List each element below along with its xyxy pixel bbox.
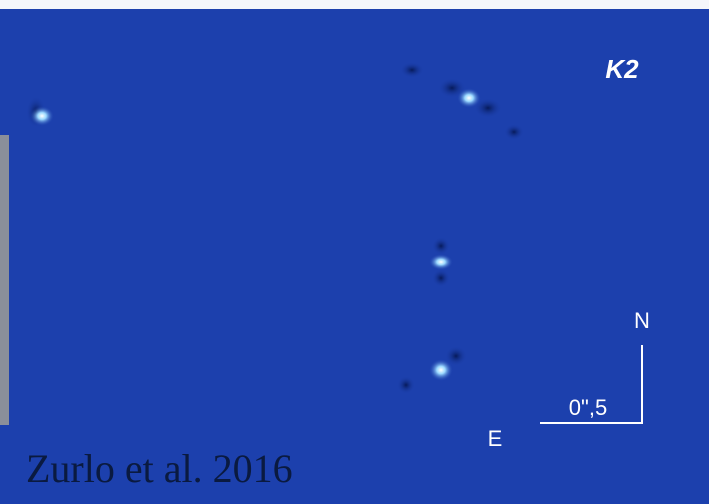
residual bbox=[432, 237, 450, 255]
residual bbox=[397, 376, 415, 394]
residual bbox=[400, 62, 424, 78]
planet-blob bbox=[30, 106, 54, 126]
top-border bbox=[0, 0, 709, 9]
scale-bar-label: 0",5 bbox=[569, 395, 607, 420]
east-label: E bbox=[488, 426, 503, 451]
left-strip bbox=[0, 135, 9, 425]
band-label: K2 bbox=[605, 54, 639, 84]
planet-blob bbox=[457, 88, 481, 108]
planet-blob bbox=[429, 359, 453, 381]
image-frame: K2 N E 0",5 Zurlo et al. 2016 bbox=[0, 0, 709, 504]
sky-background bbox=[0, 0, 709, 504]
planet-blob bbox=[429, 254, 453, 270]
residual bbox=[504, 124, 524, 140]
credit: Zurlo et al. 2016 bbox=[26, 446, 293, 491]
north-label: N bbox=[634, 308, 650, 333]
planet-d bbox=[429, 237, 453, 287]
residual bbox=[432, 269, 450, 287]
